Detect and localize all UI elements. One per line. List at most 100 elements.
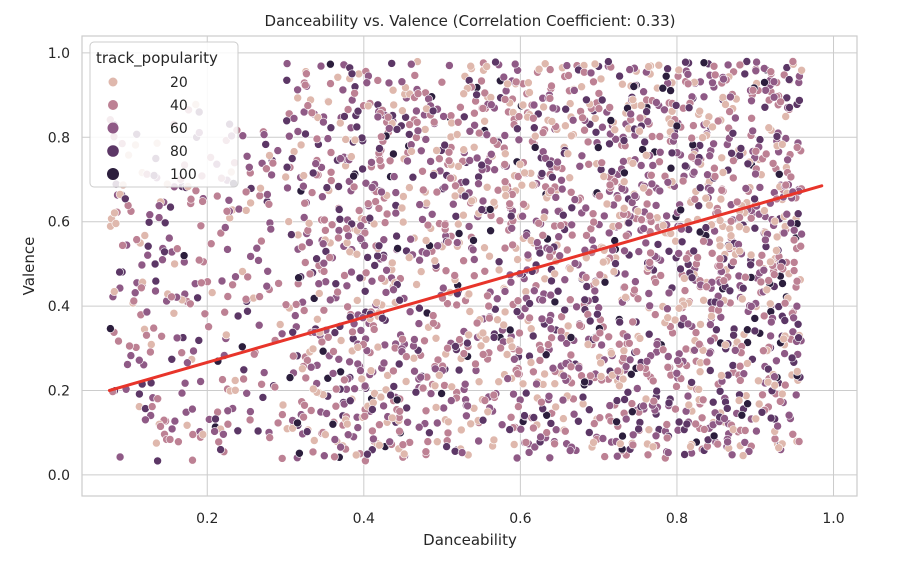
scatter-point	[257, 236, 266, 246]
scatter-point	[719, 74, 728, 84]
scatter-point	[620, 168, 629, 178]
scatter-point	[706, 185, 716, 195]
scatter-point	[435, 154, 444, 163]
scatter-point	[558, 395, 568, 405]
scatter-point	[529, 367, 538, 377]
scatter-point	[405, 120, 414, 129]
scatter-point	[681, 344, 691, 354]
scatter-point	[554, 232, 564, 241]
scatter-point	[746, 214, 756, 223]
scatter-point	[747, 96, 756, 106]
scatter-point	[566, 350, 576, 360]
scatter-point	[684, 225, 694, 234]
scatter-point	[628, 159, 638, 168]
scatter-point	[595, 413, 605, 423]
scatter-point	[115, 267, 124, 277]
scatter-point	[539, 213, 549, 222]
scatter-point	[146, 347, 155, 357]
scatter-point	[323, 134, 333, 143]
scatter-point	[641, 151, 651, 160]
scatter-point	[468, 245, 478, 255]
scatter-point	[687, 152, 697, 162]
scatter-point	[548, 172, 557, 182]
scatter-point	[363, 449, 372, 459]
scatter-point	[142, 307, 152, 317]
scatter-point	[537, 169, 547, 178]
scatter-point	[715, 241, 725, 251]
scatter-point	[317, 337, 327, 347]
scatter-point	[304, 219, 314, 228]
scatter-point	[459, 145, 469, 154]
scatter-point	[326, 168, 336, 177]
scatter-point	[380, 218, 390, 227]
scatter-point	[760, 78, 769, 87]
scatter-point	[546, 419, 556, 428]
scatter-point	[646, 171, 656, 180]
scatter-point	[243, 306, 252, 316]
scatter-point	[356, 366, 365, 375]
scatter-point	[581, 203, 591, 213]
scatter-point	[589, 77, 598, 87]
scatter-point	[757, 407, 767, 417]
scatter-point	[469, 255, 479, 264]
scatter-point	[735, 151, 745, 160]
scatter-point	[210, 427, 219, 436]
scatter-point	[303, 356, 312, 365]
scatter-point	[323, 332, 333, 342]
y-axis-label: Valence	[20, 237, 38, 296]
scatter-point	[756, 277, 766, 287]
scatter-point	[693, 253, 702, 262]
scatter-point	[525, 88, 534, 97]
scatter-point	[599, 172, 609, 181]
scatter-point	[595, 328, 605, 338]
scatter-point	[562, 61, 572, 70]
scatter-point	[170, 416, 180, 426]
scatter-point	[764, 276, 773, 285]
scatter-point	[746, 260, 755, 270]
scatter-point	[115, 452, 125, 462]
scatter-point	[705, 151, 715, 160]
scatter-point	[218, 375, 227, 384]
scatter-point	[281, 172, 291, 182]
scatter-point	[313, 314, 322, 324]
scatter-point	[611, 259, 620, 268]
scatter-point	[327, 220, 337, 229]
scatter-point	[333, 73, 343, 82]
scatter-point	[323, 373, 333, 383]
scatter-point	[582, 95, 591, 105]
scatter-point	[273, 146, 283, 155]
scatter-point	[150, 259, 160, 269]
scatter-point	[701, 193, 711, 203]
scatter-point	[464, 289, 474, 299]
scatter-point	[297, 242, 307, 252]
scatter-point	[643, 117, 653, 126]
scatter-point	[378, 313, 387, 323]
scatter-point	[747, 114, 756, 123]
scatter-point	[750, 194, 759, 204]
legend-label: 100	[170, 167, 197, 183]
scatter-point	[373, 112, 383, 122]
scatter-point	[715, 299, 725, 309]
scatter-point	[652, 386, 662, 396]
scatter-point	[486, 226, 495, 235]
scatter-point	[508, 240, 517, 250]
scatter-point	[348, 327, 357, 337]
scatter-point	[329, 347, 338, 356]
scatter-point	[590, 59, 600, 69]
scatter-point	[426, 157, 435, 166]
scatter-point	[627, 407, 637, 417]
scatter-point	[422, 198, 432, 208]
scatter-point	[716, 312, 726, 322]
scatter-point	[794, 437, 804, 446]
scatter-point	[764, 123, 774, 132]
scatter-point	[779, 334, 789, 344]
scatter-point	[581, 273, 591, 282]
scatter-point	[352, 122, 362, 132]
scatter-point	[191, 186, 201, 195]
legend-marker	[107, 122, 119, 134]
scatter-point	[615, 71, 624, 81]
scatter-point	[245, 163, 254, 172]
scatter-point	[713, 439, 723, 449]
scatter-point	[706, 336, 716, 346]
scatter-point	[367, 183, 377, 192]
